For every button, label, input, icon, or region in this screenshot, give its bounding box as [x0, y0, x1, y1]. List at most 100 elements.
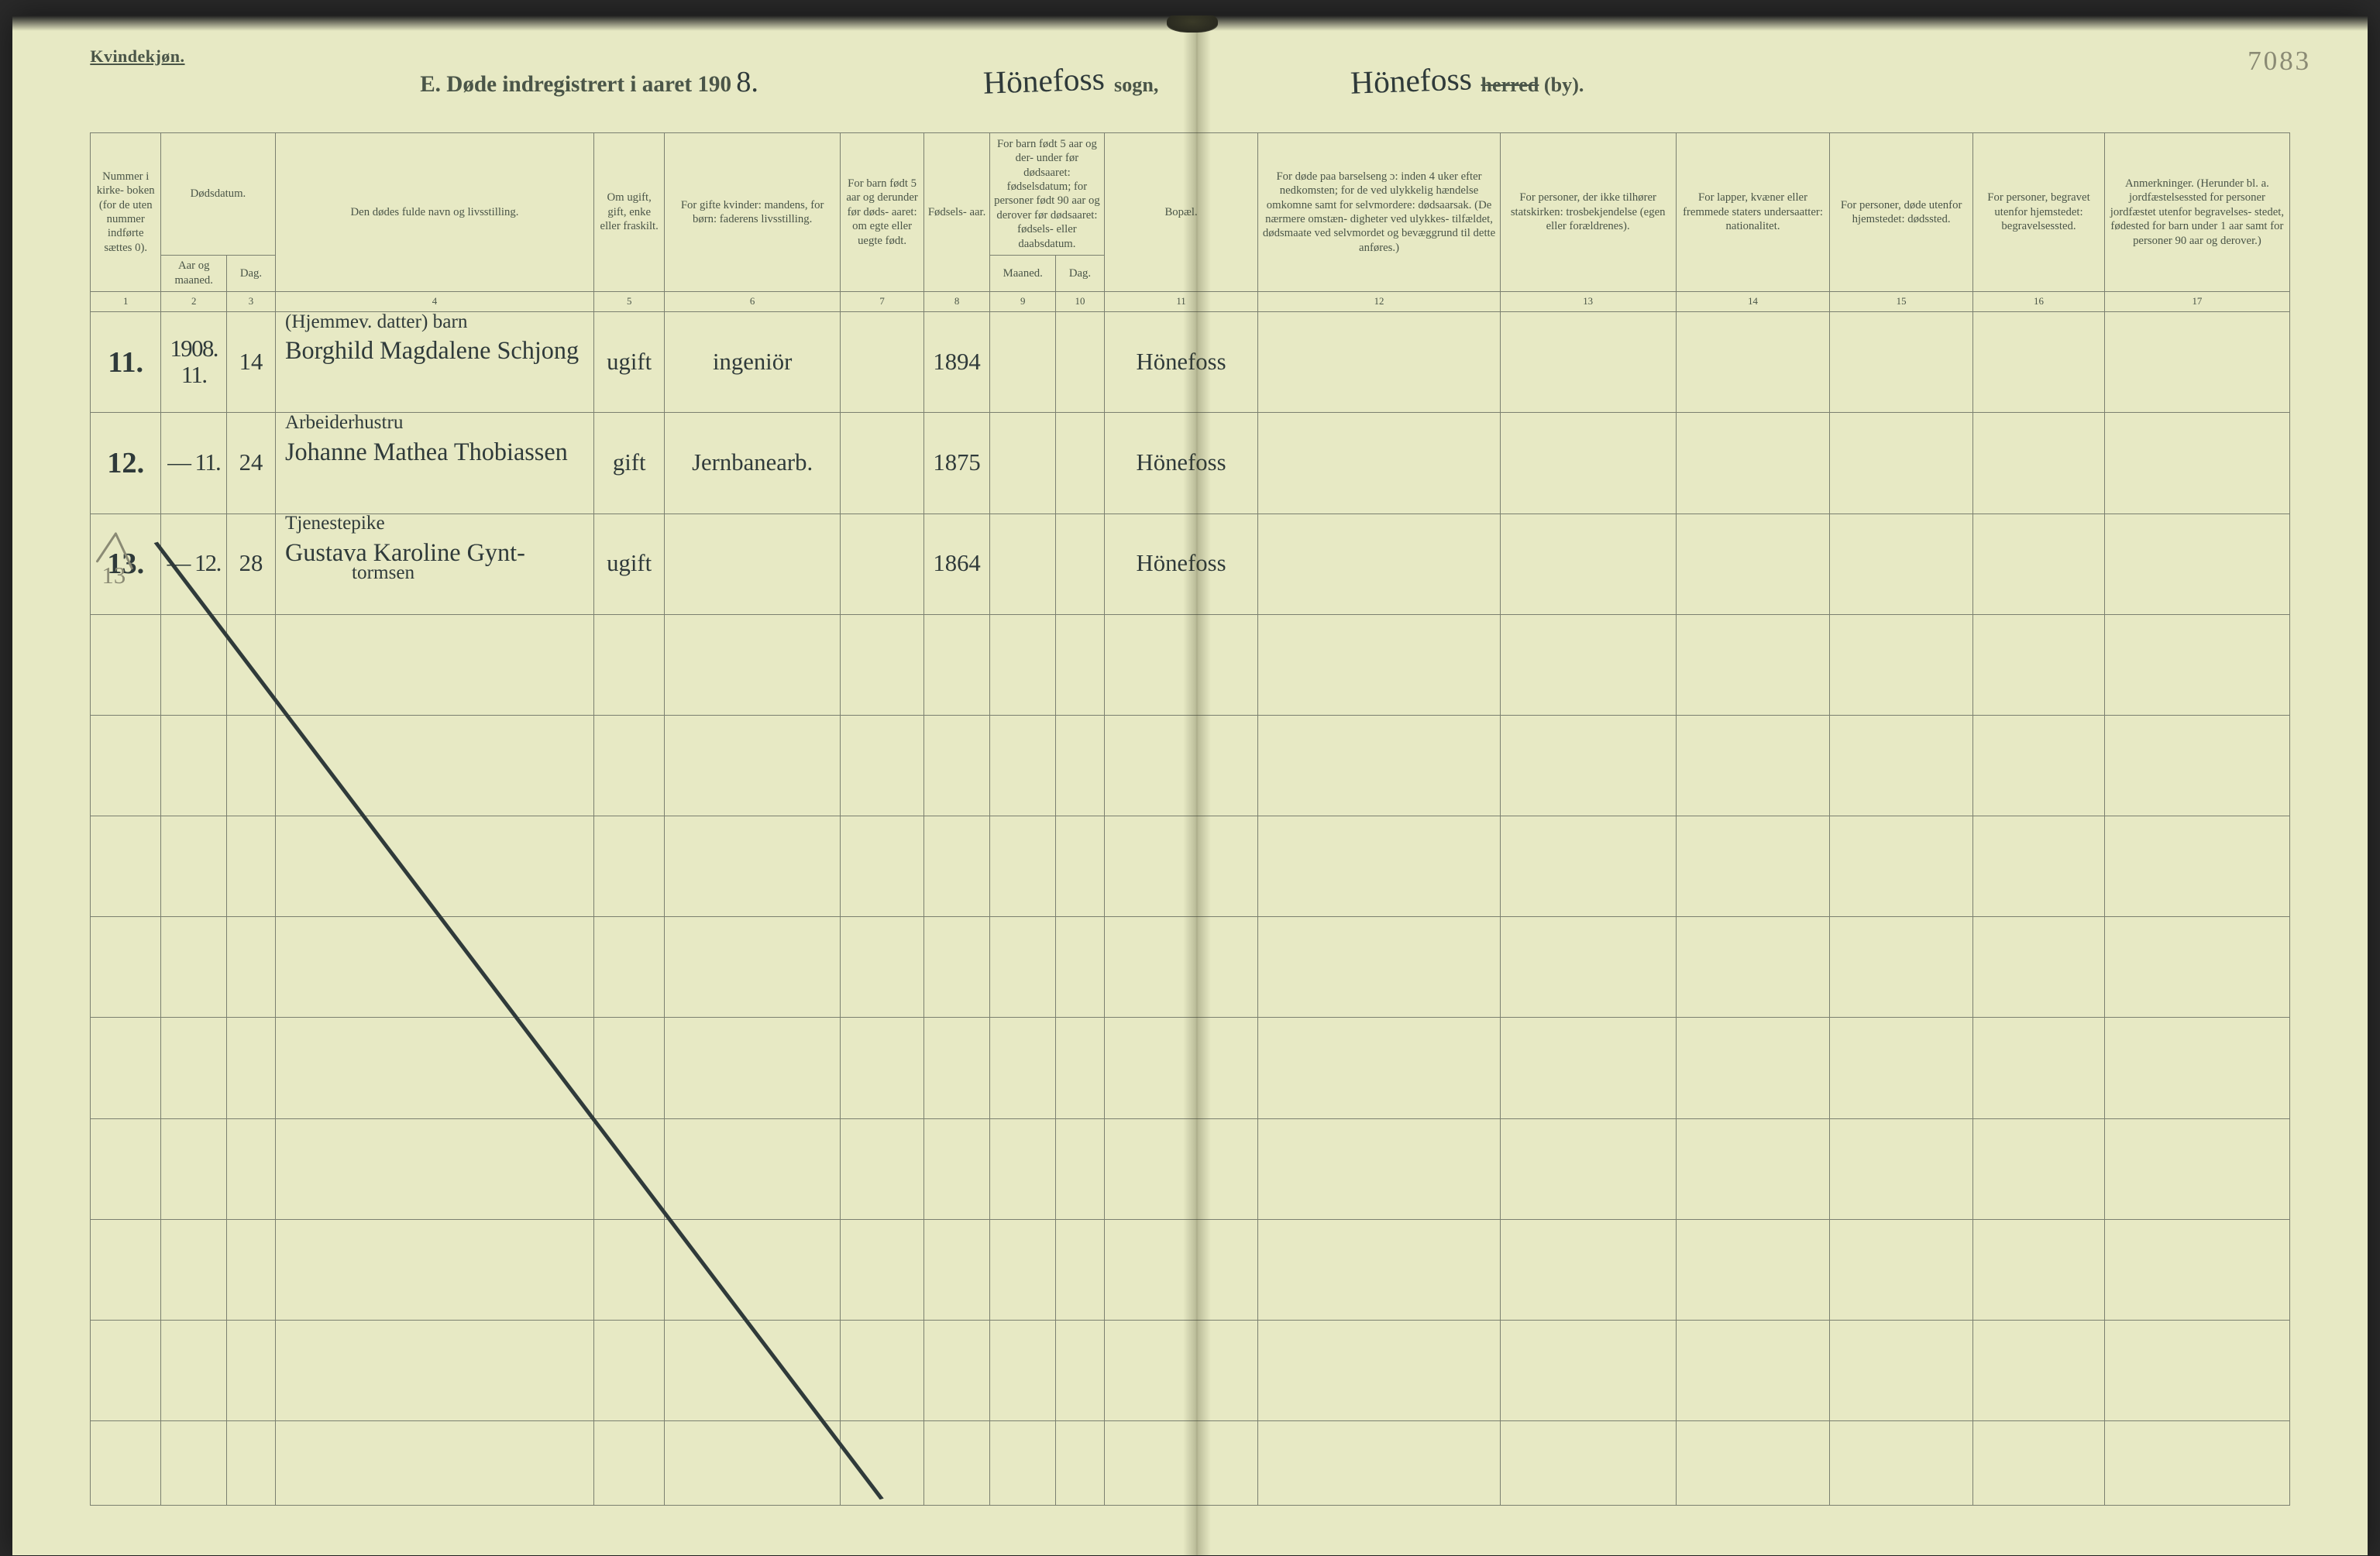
- table-row: [91, 917, 2289, 1018]
- table-row: 13.— 12.28TjenestepikeGustava Karoline G…: [91, 514, 2289, 614]
- empty-cell: [275, 614, 594, 715]
- empty-cell: [1972, 1018, 2104, 1118]
- death-day: 28: [227, 514, 275, 614]
- empty-cell: [1676, 1219, 1830, 1320]
- nationality: [1676, 514, 1830, 614]
- empty-cell: [91, 1118, 161, 1219]
- table-row: [91, 816, 2289, 917]
- table-row: [91, 1321, 2289, 1421]
- colnum-10: 10: [1056, 291, 1104, 311]
- empty-cell: [665, 1219, 841, 1320]
- colnum-16: 16: [1972, 291, 2104, 311]
- empty-cell: [1830, 816, 1972, 917]
- empty-cell: [1056, 1421, 1104, 1506]
- occupation-above: (Hjemmev. datter) barn: [285, 312, 467, 333]
- empty-cell: [1258, 1421, 1500, 1506]
- empty-cell: [91, 1219, 161, 1320]
- empty-cell: [1258, 917, 1500, 1018]
- empty-cell: [841, 1321, 924, 1421]
- empty-cell: [1972, 1421, 2104, 1506]
- table-row: 12.— 11.24ArbeiderhustruJohanne Mathea T…: [91, 413, 2289, 514]
- colnum-5: 5: [594, 291, 665, 311]
- hdr-nummer: Nummer i kirke- boken (for de uten numme…: [91, 133, 161, 292]
- father-occupation: ingeniör: [665, 312, 841, 413]
- empty-cell: [665, 816, 841, 917]
- place-of-death: [1830, 312, 1972, 413]
- empty-cell: [2105, 614, 2290, 715]
- hdr-fd-dag: Dag.: [1056, 255, 1104, 291]
- cause-of-death: [1258, 413, 1500, 514]
- empty-cell: [990, 816, 1056, 917]
- occupation-above: Tjenestepike: [285, 514, 385, 534]
- empty-cell: [1056, 1219, 1104, 1320]
- empty-cell: [665, 614, 841, 715]
- empty-cell: [1972, 816, 2104, 917]
- colnum-15: 15: [1830, 291, 1972, 311]
- pencil-margin-count: 13: [102, 562, 126, 589]
- empty-cell: [1500, 614, 1676, 715]
- empty-cell: [275, 715, 594, 816]
- empty-cell: [924, 1118, 990, 1219]
- table-row: [91, 1118, 2289, 1219]
- empty-cell: [161, 1118, 227, 1219]
- table-body: 11.1908. 11.14(Hjemmev. datter) barnBorg…: [91, 312, 2289, 1506]
- empty-cell: [1104, 1118, 1258, 1219]
- marital-status: gift: [594, 413, 665, 514]
- empty-cell: [1104, 715, 1258, 816]
- empty-cell: [924, 715, 990, 816]
- residence: Hönefoss: [1104, 514, 1258, 614]
- colnum-8: 8: [924, 291, 990, 311]
- empty-cell: [1500, 1421, 1676, 1506]
- residence: Hönefoss: [1104, 413, 1258, 514]
- empty-cell: [1972, 715, 2104, 816]
- empty-cell: [841, 614, 924, 715]
- empty-cell: [227, 1421, 275, 1506]
- parish-label: sogn,: [1114, 74, 1158, 97]
- empty-cell: [1830, 1018, 1972, 1118]
- empty-cell: [924, 1018, 990, 1118]
- empty-cell: [1258, 1118, 1500, 1219]
- empty-cell: [161, 715, 227, 816]
- empty-cell: [91, 715, 161, 816]
- hdr-dag: Dag.: [227, 255, 275, 291]
- occupation-above: Arbeiderhustru: [285, 413, 403, 434]
- empty-cell: [1500, 715, 1676, 816]
- confession: [1500, 514, 1676, 614]
- birth-year: 1894: [924, 312, 990, 413]
- burial-place: [1972, 413, 2104, 514]
- empty-cell: [665, 1118, 841, 1219]
- empty-cell: [1676, 1118, 1830, 1219]
- death-year-month: — 12.: [161, 514, 227, 614]
- colnum-13: 13: [1500, 291, 1676, 311]
- empty-cell: [275, 816, 594, 917]
- empty-cell: [1258, 1219, 1500, 1320]
- empty-cell: [1830, 1321, 1972, 1421]
- empty-cell: [990, 1321, 1056, 1421]
- district-name-handwritten: Hönefoss: [1350, 60, 1472, 101]
- death-day: 14: [227, 312, 275, 413]
- confession: [1500, 413, 1676, 514]
- empty-cell: [990, 917, 1056, 1018]
- empty-cell: [1676, 1018, 1830, 1118]
- birth-year: 1875: [924, 413, 990, 514]
- empty-cell: [227, 816, 275, 917]
- empty-cell: [990, 1018, 1056, 1118]
- empty-cell: [275, 1018, 594, 1118]
- header-row-1: Nummer i kirke- boken (for de uten numme…: [91, 133, 2289, 256]
- residence: Hönefoss: [1104, 312, 1258, 413]
- legitimate: [841, 312, 924, 413]
- empty-cell: [1676, 917, 1830, 1018]
- name-cell: TjenestepikeGustava Karoline Gynt-tormse…: [275, 514, 594, 614]
- empty-cell: [1972, 1219, 2104, 1320]
- empty-cell: [990, 715, 1056, 816]
- deceased-name: Borghild Magdalene Schjong: [285, 337, 589, 364]
- colnum-7: 7: [841, 291, 924, 311]
- empty-cell: [227, 614, 275, 715]
- empty-cell: [1676, 614, 1830, 715]
- empty-cell: [2105, 1118, 2290, 1219]
- empty-cell: [1676, 1321, 1830, 1421]
- table-row: [91, 1219, 2289, 1320]
- empty-cell: [594, 1118, 665, 1219]
- deceased-name: Johanne Mathea Thobiassen: [285, 438, 589, 465]
- herred-strikethrough: herred: [1481, 74, 1539, 96]
